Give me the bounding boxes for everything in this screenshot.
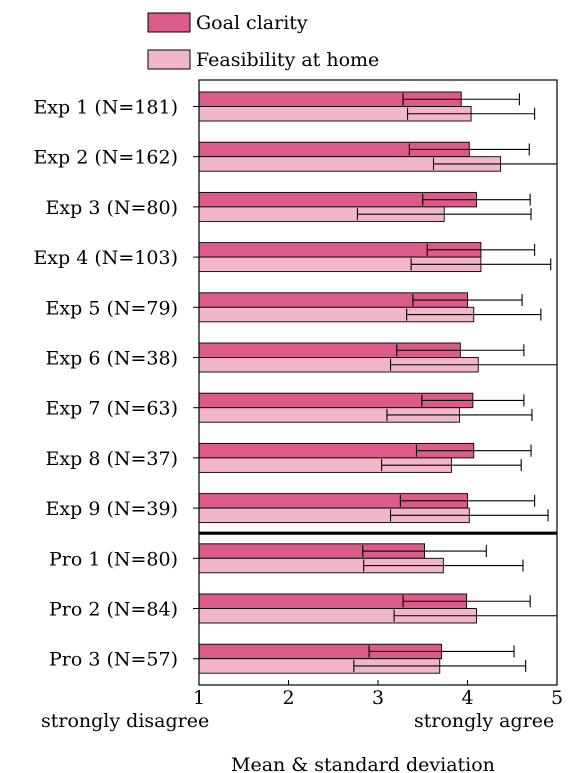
x-axis-title: Mean & standard deviation — [231, 754, 495, 773]
x-tick-label-5: 5 — [551, 687, 563, 709]
category-label-exp-4-n-103: Exp 4 (N=103) — [33, 247, 178, 269]
legend-item-goal-clarity: Goal clarity — [147, 12, 308, 34]
category-label-exp-1-n-181: Exp 1 (N=181) — [33, 97, 178, 119]
category-label-pro-1-n-80: Pro 1 (N=80) — [49, 548, 178, 570]
legend: Goal clarity Feasibility at home — [147, 12, 379, 71]
category-label-exp-3-n-80: Exp 3 (N=80) — [46, 197, 178, 219]
category-label-exp-7-n-63: Exp 7 (N=63) — [46, 398, 178, 420]
category-label-exp-9-n-39: Exp 9 (N=39) — [46, 498, 178, 520]
legend-swatch-goal-clarity — [147, 12, 191, 33]
x-tick-label-2: 2 — [282, 687, 294, 709]
plot-area: Exp 1 (N=181) Exp 2 (N=162) Exp 3 (N=80) Ex… — [33, 79, 563, 709]
category-label-pro-2-n-84: Pro 2 (N=84) — [49, 599, 178, 621]
x-end-label-right: strongly agree — [414, 710, 554, 732]
x-tick-label-4: 4 — [461, 687, 473, 709]
legend-item-feasibility-at-home: Feasibility at home — [147, 49, 379, 71]
category-label-exp-5-n-79: Exp 5 (N=79) — [46, 297, 178, 319]
category-label-pro-3-n-57: Pro 3 (N=57) — [49, 649, 178, 671]
legend-swatch-feasibility-at-home — [147, 49, 191, 70]
legend-label-feasibility-at-home: Feasibility at home — [196, 49, 379, 71]
category-label-exp-8-n-37: Exp 8 (N=37) — [46, 448, 178, 470]
x-tick-label-3: 3 — [372, 687, 384, 709]
legend-label-goal-clarity: Goal clarity — [196, 12, 308, 34]
x-tick-label-1: 1 — [193, 687, 205, 709]
x-end-label-left: strongly disagree — [41, 710, 209, 732]
category-label-exp-6-n-38: Exp 6 (N=38) — [46, 348, 178, 370]
category-label-exp-2-n-162: Exp 2 (N=162) — [33, 147, 178, 169]
